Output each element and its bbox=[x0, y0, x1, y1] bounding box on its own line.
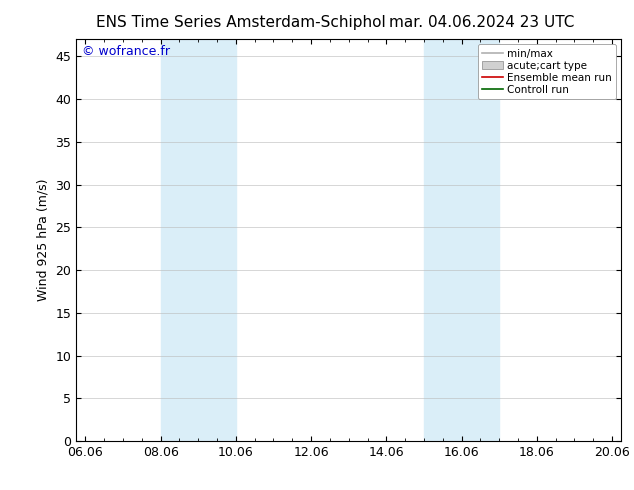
Text: ENS Time Series Amsterdam-Schiphol: ENS Time Series Amsterdam-Schiphol bbox=[96, 15, 386, 30]
Text: © wofrance.fr: © wofrance.fr bbox=[82, 45, 169, 58]
Bar bbox=[424, 39, 499, 441]
Text: mar. 04.06.2024 23 UTC: mar. 04.06.2024 23 UTC bbox=[389, 15, 574, 30]
Bar bbox=[160, 39, 236, 441]
Y-axis label: Wind 925 hPa (m/s): Wind 925 hPa (m/s) bbox=[37, 179, 50, 301]
Legend: min/max, acute;cart type, Ensemble mean run, Controll run: min/max, acute;cart type, Ensemble mean … bbox=[478, 45, 616, 99]
